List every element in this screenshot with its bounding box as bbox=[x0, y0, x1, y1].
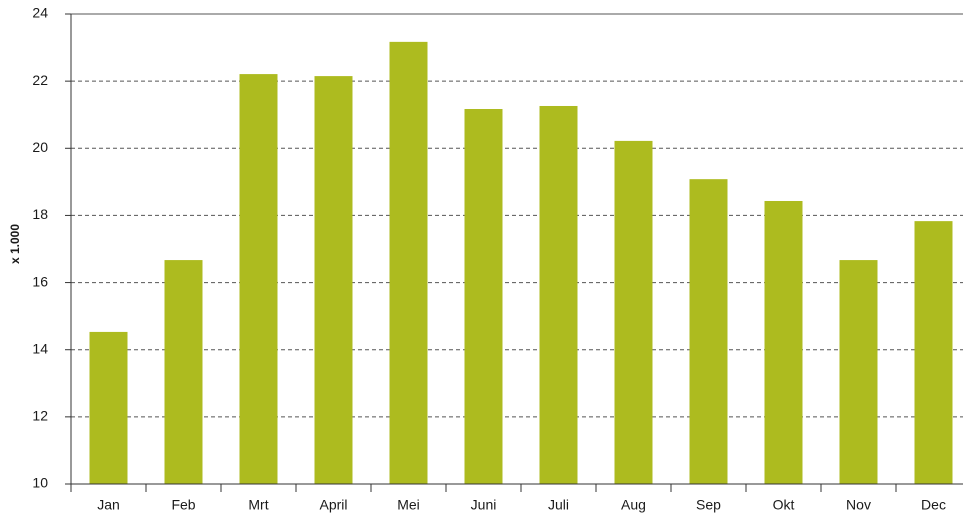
y-tick-label: 22 bbox=[32, 72, 48, 88]
x-tick-label: Mrt bbox=[248, 497, 268, 513]
bar bbox=[389, 41, 428, 484]
bar bbox=[89, 331, 128, 484]
bar bbox=[314, 76, 353, 484]
x-tick-label: Sep bbox=[696, 497, 721, 513]
y-tick-label: 18 bbox=[32, 206, 48, 222]
x-tick-label: Mei bbox=[397, 497, 420, 513]
bar bbox=[614, 140, 653, 484]
bar bbox=[689, 179, 728, 484]
y-tick-label: 12 bbox=[32, 408, 48, 424]
x-tick-label: Feb bbox=[171, 497, 195, 513]
y-tick-label: 20 bbox=[32, 139, 48, 155]
y-tick-label: 16 bbox=[32, 273, 48, 289]
bar bbox=[839, 260, 878, 484]
bar bbox=[914, 221, 953, 484]
y-tick-label: 14 bbox=[32, 340, 48, 356]
y-tick-label: 10 bbox=[32, 475, 48, 491]
x-tick-label: Aug bbox=[621, 497, 646, 513]
x-tick-label: Jan bbox=[97, 497, 120, 513]
bar bbox=[539, 105, 578, 484]
x-tick-label: April bbox=[319, 497, 347, 513]
x-tick-label: Okt bbox=[773, 497, 795, 513]
x-tick-label: Dec bbox=[921, 497, 946, 513]
bar bbox=[764, 200, 803, 484]
x-tick-label: Juli bbox=[548, 497, 569, 513]
bar bbox=[464, 109, 503, 484]
y-tick-label: 24 bbox=[32, 5, 48, 21]
bar bbox=[239, 74, 278, 484]
x-tick-label: Nov bbox=[846, 497, 871, 513]
x-tick-label: Juni bbox=[471, 497, 497, 513]
y-axis-label: x 1.000 bbox=[8, 224, 22, 264]
bar bbox=[164, 260, 203, 484]
